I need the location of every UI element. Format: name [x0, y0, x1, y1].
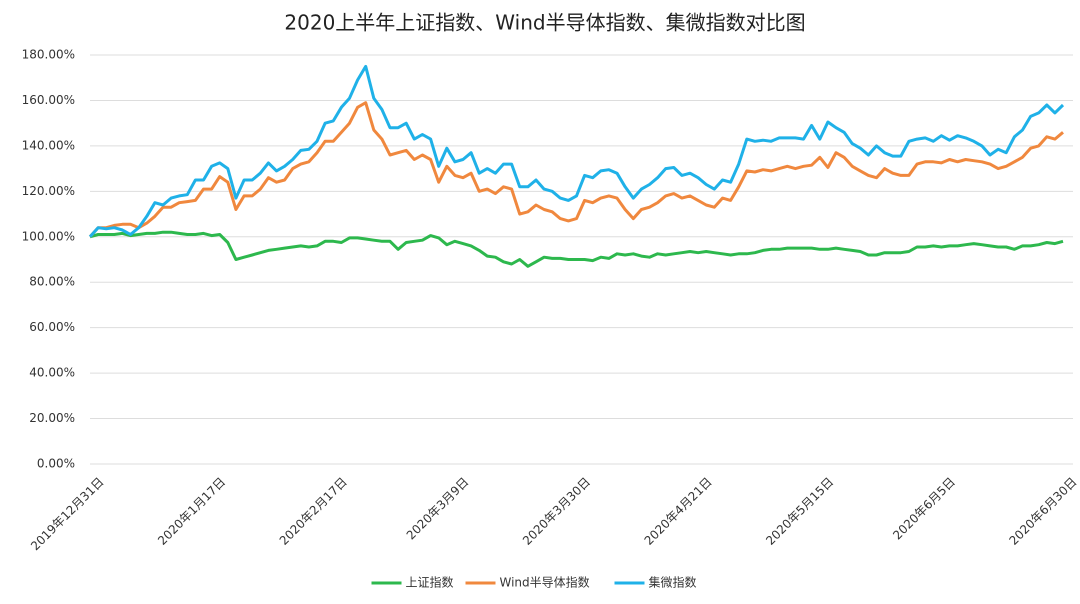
- y-tick-label: 60.00%: [29, 320, 75, 334]
- legend-label: 集微指数: [649, 575, 697, 590]
- x-tick-label: 2020年3月9日: [404, 475, 472, 543]
- y-tick-label: 180.00%: [22, 48, 75, 62]
- y-tick-label: 80.00%: [29, 275, 75, 289]
- chart-title: 2020上半年上证指数、Wind半导体指数、集微指数对比图: [284, 11, 805, 35]
- x-tick-label: 2020年1月17日: [155, 475, 228, 548]
- y-tick-label: 160.00%: [22, 93, 75, 107]
- legend-label: Wind半导体指数: [500, 575, 590, 590]
- y-tick-label: 140.00%: [22, 138, 75, 152]
- y-tick-label: 20.00%: [29, 411, 75, 425]
- y-tick-label: 40.00%: [29, 366, 75, 380]
- y-tick-label: 120.00%: [22, 184, 75, 198]
- y-tick-label: 100.00%: [22, 229, 75, 243]
- x-tick-label: 2020年4月21日: [642, 475, 715, 548]
- x-tick-label: 2020年6月30日: [1006, 475, 1079, 548]
- x-tick-label: 2020年5月15日: [763, 475, 836, 548]
- x-tick-label: 2020年6月5日: [890, 475, 958, 543]
- x-tick-label: 2020年2月17日: [277, 475, 350, 548]
- legend-label: 上证指数: [406, 575, 454, 590]
- y-tick-label: 0.00%: [37, 457, 75, 471]
- series-line: [89, 230, 1064, 268]
- x-tick-label: 2019年12月31日: [28, 475, 107, 554]
- series-line: [88, 101, 1064, 238]
- series-line: [88, 64, 1065, 238]
- x-tick-label: 2020年3月30日: [520, 475, 593, 548]
